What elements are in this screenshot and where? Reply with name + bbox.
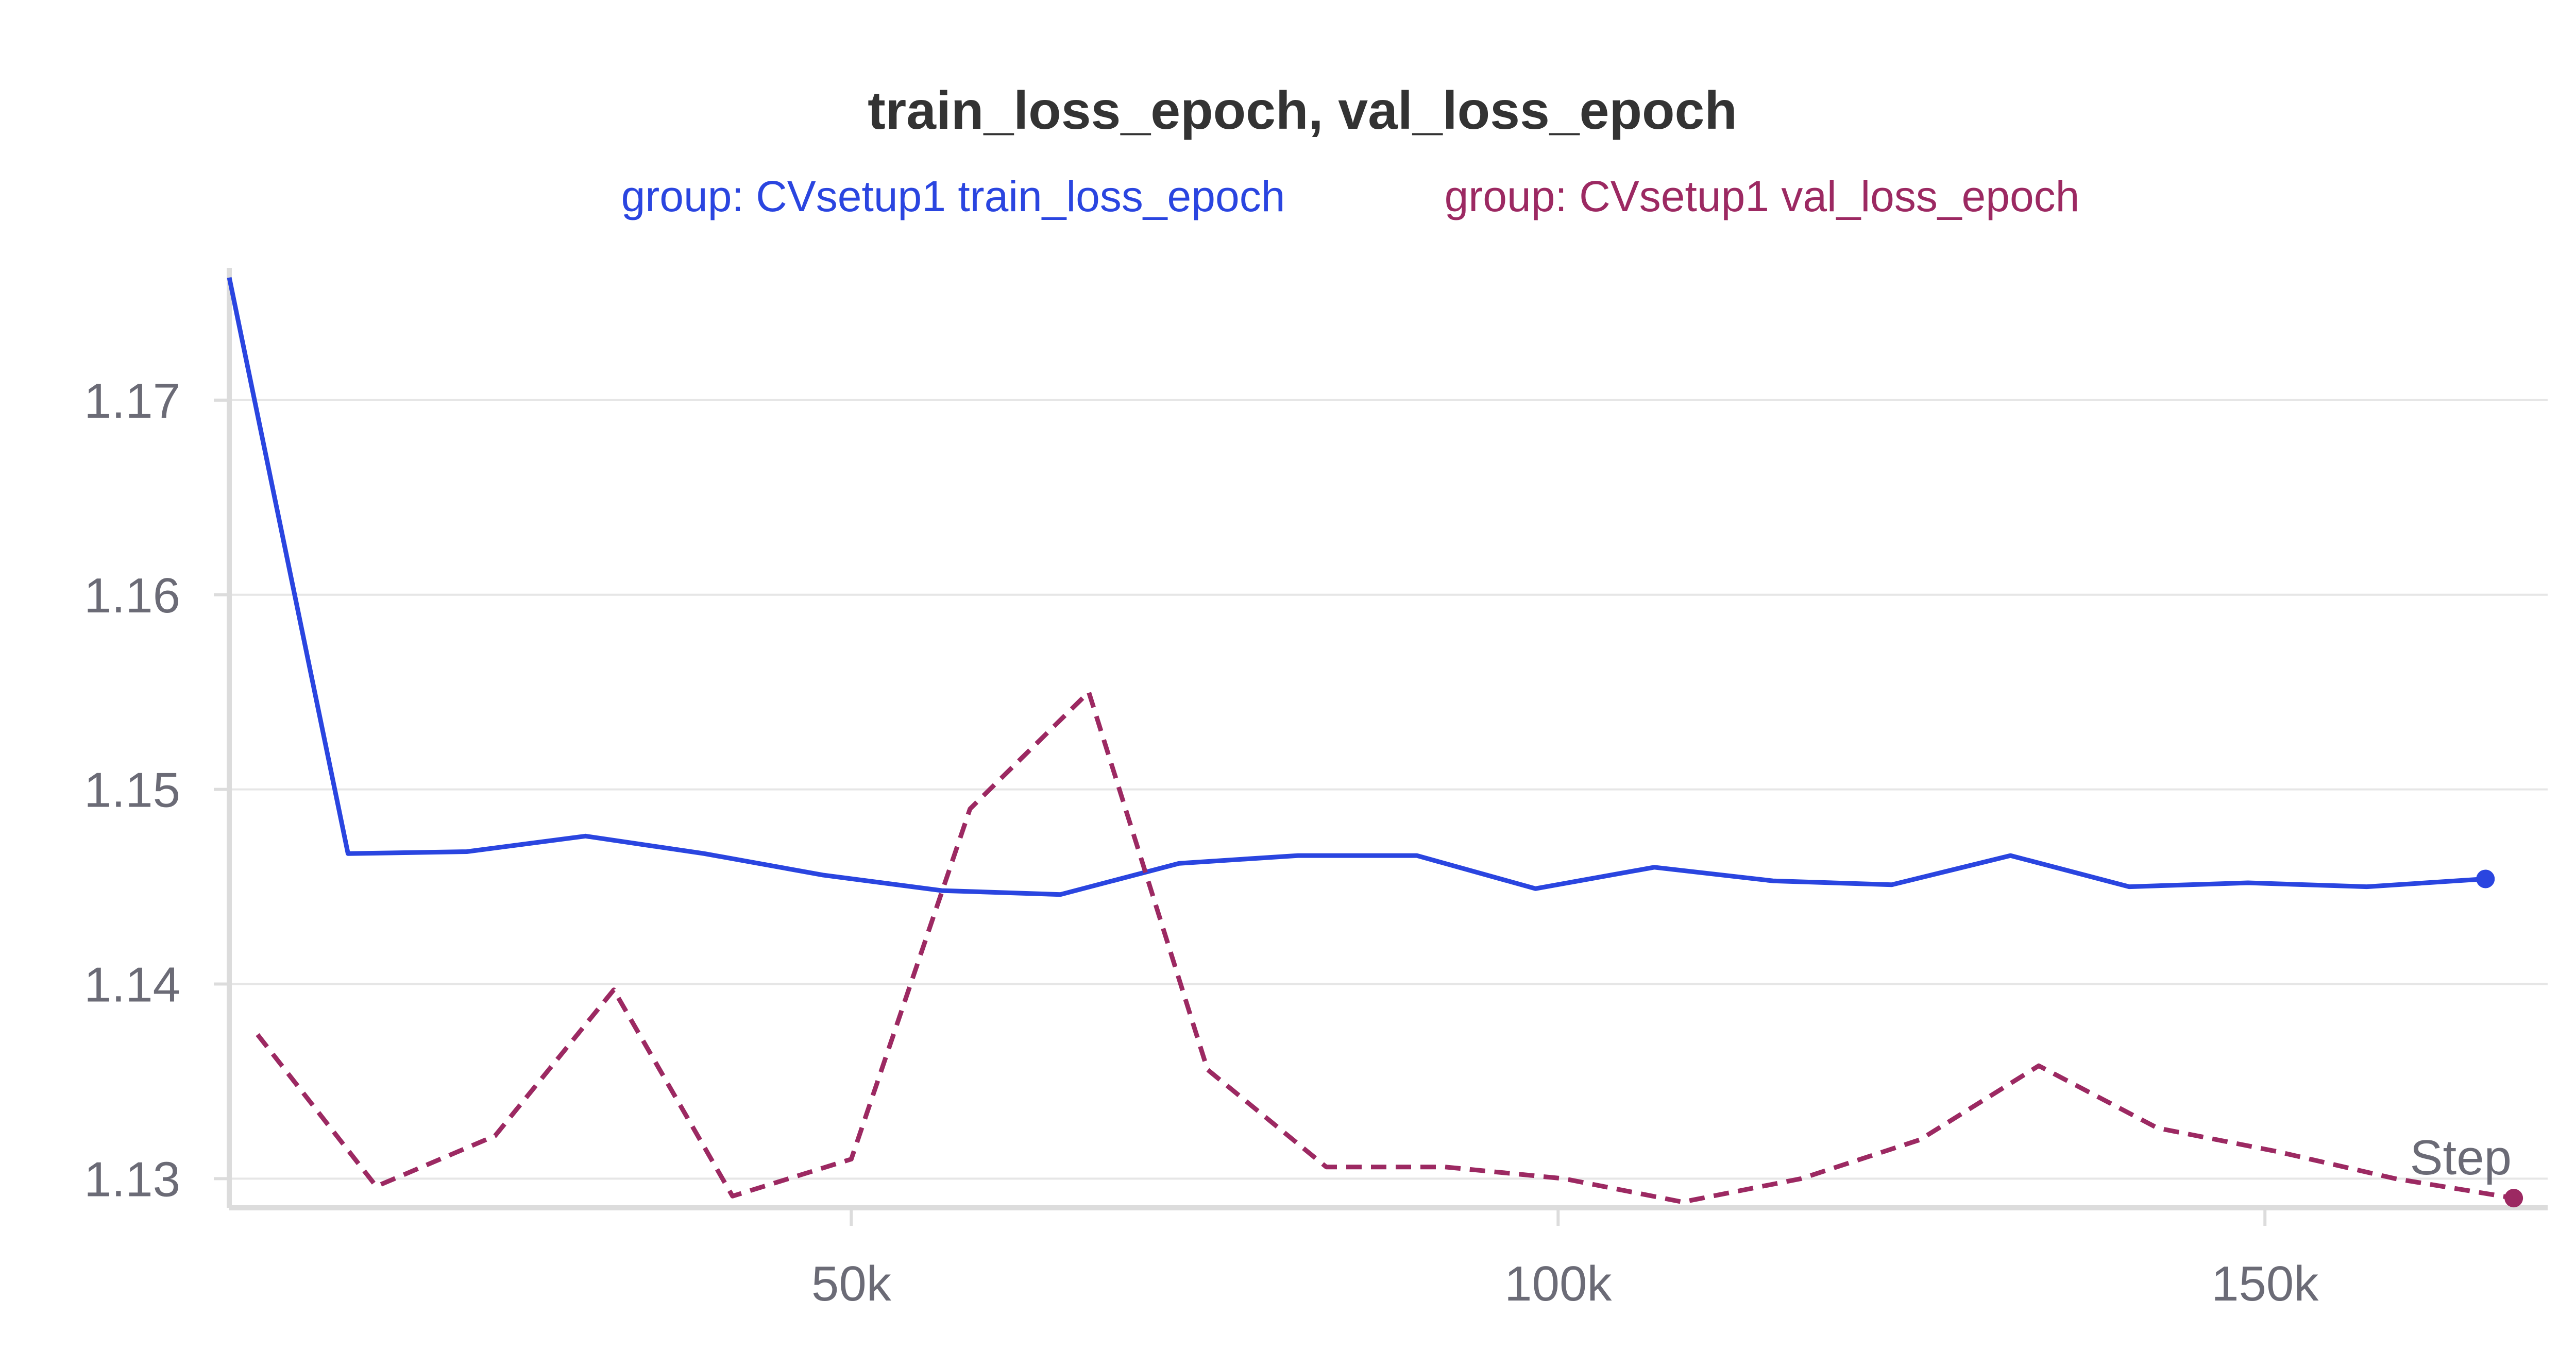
grid [229,399,2548,1180]
x-tick-label: 50k [811,1256,892,1311]
legend-item-train-loss[interactable]: group: CVsetup1 train_loss_epoch [621,172,1285,220]
y-tick-label: 1.14 [84,957,180,1012]
x-axis-label: Step [2410,1130,2512,1185]
chart-title: train_loss_epoch, val_loss_epoch [868,81,1737,141]
axes [227,268,2548,1210]
train-loss-endpoint [2476,869,2495,888]
val-loss-line[interactable] [256,690,2514,1205]
legend-item-val-loss[interactable]: group: CVsetup1 val_loss_epoch [1445,172,2080,220]
y-tick-label: 1.16 [84,568,180,623]
y-tick-label: 1.13 [84,1152,180,1207]
legend: group: CVsetup1 train_loss_epoch group: … [621,172,2080,220]
x-axis-ticks: 50k 100k 150k [811,1208,2319,1311]
x-tick-label: 100k [1504,1256,1612,1311]
y-tick-label: 1.17 [84,373,180,429]
val-loss-endpoint [2504,1189,2523,1208]
y-axis-ticks: 1.13 1.14 1.15 1.16 1.17 [84,373,229,1207]
y-tick-label: 1.15 [84,763,180,818]
x-tick-label: 150k [2211,1256,2319,1311]
series-lines [227,277,2523,1208]
train-loss-line[interactable] [227,277,2486,897]
